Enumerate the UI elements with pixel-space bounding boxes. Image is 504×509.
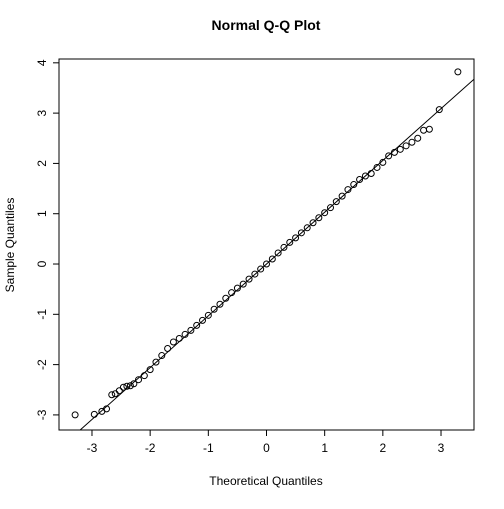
point (228, 289, 236, 297)
point (130, 380, 138, 388)
y-axis-label: Sample Quantiles (3, 198, 17, 293)
point (332, 198, 340, 206)
point (350, 181, 358, 189)
point (111, 390, 119, 398)
point (435, 106, 443, 114)
point (297, 229, 305, 237)
point (169, 338, 177, 346)
point (193, 321, 201, 329)
plot-frame (58, 58, 475, 431)
x-tick-label: -1 (203, 441, 214, 455)
point (385, 152, 393, 160)
y-tick-label: -2 (35, 359, 49, 370)
point (309, 219, 317, 227)
point (326, 204, 334, 212)
point (286, 238, 294, 246)
x-axis-label: Theoretical Quantiles (209, 474, 322, 488)
x-tick-label: 2 (380, 441, 387, 455)
y-tick-label: 1 (35, 210, 49, 217)
y-tick-label: -3 (35, 409, 49, 420)
point (181, 330, 189, 338)
point (135, 376, 143, 384)
point (321, 209, 329, 217)
point (90, 410, 98, 418)
point (420, 126, 428, 134)
point (239, 280, 247, 288)
point (71, 411, 79, 419)
x-tick-label: 0 (263, 441, 270, 455)
point (373, 163, 381, 171)
point (152, 358, 160, 366)
point (263, 260, 270, 268)
point (126, 382, 134, 390)
y-tick-label: -1 (35, 309, 49, 320)
point (315, 214, 323, 222)
x-tick-label: -3 (87, 441, 98, 455)
point (146, 366, 154, 374)
point (119, 383, 127, 391)
x-tick-label: 1 (321, 441, 328, 455)
point (292, 234, 300, 242)
point (367, 169, 375, 177)
point (164, 345, 172, 353)
point (356, 176, 364, 184)
point (274, 249, 282, 257)
point (115, 387, 123, 395)
point (103, 405, 111, 413)
point (408, 138, 416, 146)
point (204, 311, 212, 319)
point (257, 265, 265, 273)
point (280, 243, 288, 251)
point (344, 186, 352, 194)
point (390, 148, 398, 156)
x-tick-label: 3 (438, 441, 445, 455)
point (175, 334, 183, 342)
point (245, 275, 253, 283)
point (425, 125, 433, 133)
point (108, 391, 116, 399)
point (379, 158, 387, 166)
y-tick-label: 0 (35, 260, 49, 267)
point (414, 134, 422, 142)
point (158, 352, 166, 360)
chart-title: Normal Q-Q Plot (212, 17, 321, 33)
point (402, 142, 410, 150)
point (396, 145, 404, 153)
point (210, 305, 218, 313)
point (140, 372, 148, 380)
point (216, 300, 224, 308)
point (454, 68, 462, 76)
y-tick-label: 2 (35, 160, 49, 167)
point (303, 224, 311, 232)
point (268, 255, 276, 263)
y-tick-label: 4 (35, 59, 49, 66)
x-tick-label: -2 (145, 441, 156, 455)
point (199, 316, 207, 324)
point (187, 326, 195, 334)
point (251, 270, 259, 278)
point (233, 284, 241, 292)
y-tick-label: 3 (35, 109, 49, 116)
point (338, 192, 346, 200)
point (361, 172, 369, 180)
point (222, 294, 230, 302)
point (123, 382, 131, 390)
